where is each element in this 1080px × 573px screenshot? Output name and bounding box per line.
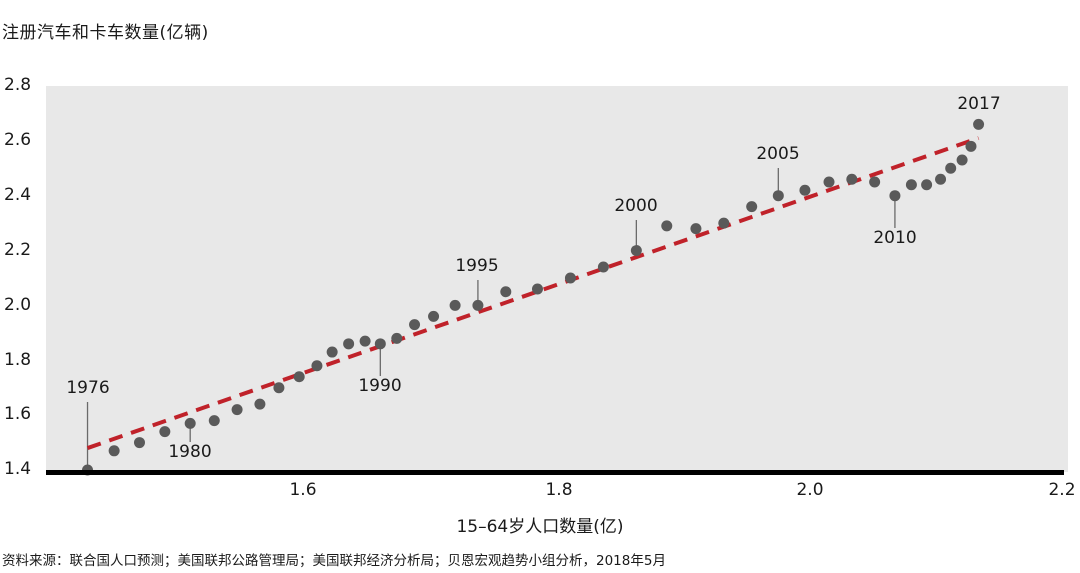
x-tick: 1.6 (289, 480, 317, 500)
data-point (965, 140, 977, 152)
data-point (597, 261, 609, 273)
annotation-label: 2000 (614, 196, 658, 216)
data-point (108, 445, 120, 457)
data-point (428, 310, 440, 322)
data-point (718, 217, 730, 229)
x-axis-label: 15–64岁人口数量(亿) (456, 517, 624, 537)
data-point (531, 283, 543, 295)
data-point (935, 173, 947, 185)
data-point (799, 184, 811, 196)
data-point (869, 176, 881, 188)
data-point (231, 404, 243, 416)
chart-title: 注册汽车和卡车数量(亿辆) (2, 23, 209, 43)
data-point (564, 272, 576, 284)
data-point (956, 154, 968, 166)
x-tick: 1.8 (545, 480, 573, 500)
y-tick: 1.6 (4, 404, 32, 424)
data-point (889, 190, 901, 202)
data-point (133, 437, 145, 449)
annotation-label: 1995 (455, 256, 499, 276)
data-point (449, 299, 461, 311)
data-points (82, 118, 985, 476)
data-point (254, 398, 266, 410)
annotation-leader-lines (86, 168, 896, 470)
data-point (273, 382, 285, 394)
data-point (472, 299, 484, 311)
y-tick: 1.4 (4, 459, 32, 479)
data-point (772, 190, 784, 202)
data-point (823, 176, 835, 188)
data-point (391, 332, 403, 344)
data-point (374, 338, 386, 350)
data-point (500, 286, 512, 298)
data-point (973, 118, 985, 130)
data-point (846, 173, 858, 185)
data-point (690, 223, 702, 235)
data-point (184, 417, 196, 429)
source-note: 资料来源：联合国人口预测；美国联邦公路管理局；美国联邦经济分析局；贝恩宏观趋势小… (2, 553, 666, 569)
data-point (661, 220, 673, 232)
y-tick: 2.2 (4, 240, 32, 260)
data-point (208, 415, 220, 427)
data-point (905, 179, 917, 191)
y-tick: 2.6 (4, 130, 32, 150)
annotation-label: 2010 (873, 228, 917, 248)
annotation-label: 1990 (358, 376, 402, 396)
plot-area (46, 86, 1068, 472)
data-point (159, 426, 171, 438)
data-point (311, 360, 323, 372)
trend-line (86, 136, 980, 450)
y-tick: 1.8 (4, 350, 32, 370)
x-axis-line (46, 470, 1064, 475)
annotation-label: 1980 (168, 442, 212, 462)
data-point (343, 338, 355, 350)
data-point (921, 179, 933, 191)
data-point (746, 201, 758, 213)
x-tick: 2.0 (796, 480, 824, 500)
data-point (945, 162, 957, 174)
annotation-label: 2017 (957, 94, 1001, 114)
y-tick: 2.0 (4, 295, 32, 315)
x-tick: 2.2 (1048, 480, 1076, 500)
y-tick: 2.8 (4, 75, 32, 95)
data-point (326, 346, 338, 358)
annotation-label: 2005 (756, 144, 800, 164)
data-point (359, 335, 371, 347)
data-point (630, 245, 642, 257)
data-point (409, 319, 421, 331)
annotation-label: 1976 (66, 378, 110, 398)
y-tick: 2.4 (4, 185, 32, 205)
data-point (293, 371, 305, 383)
